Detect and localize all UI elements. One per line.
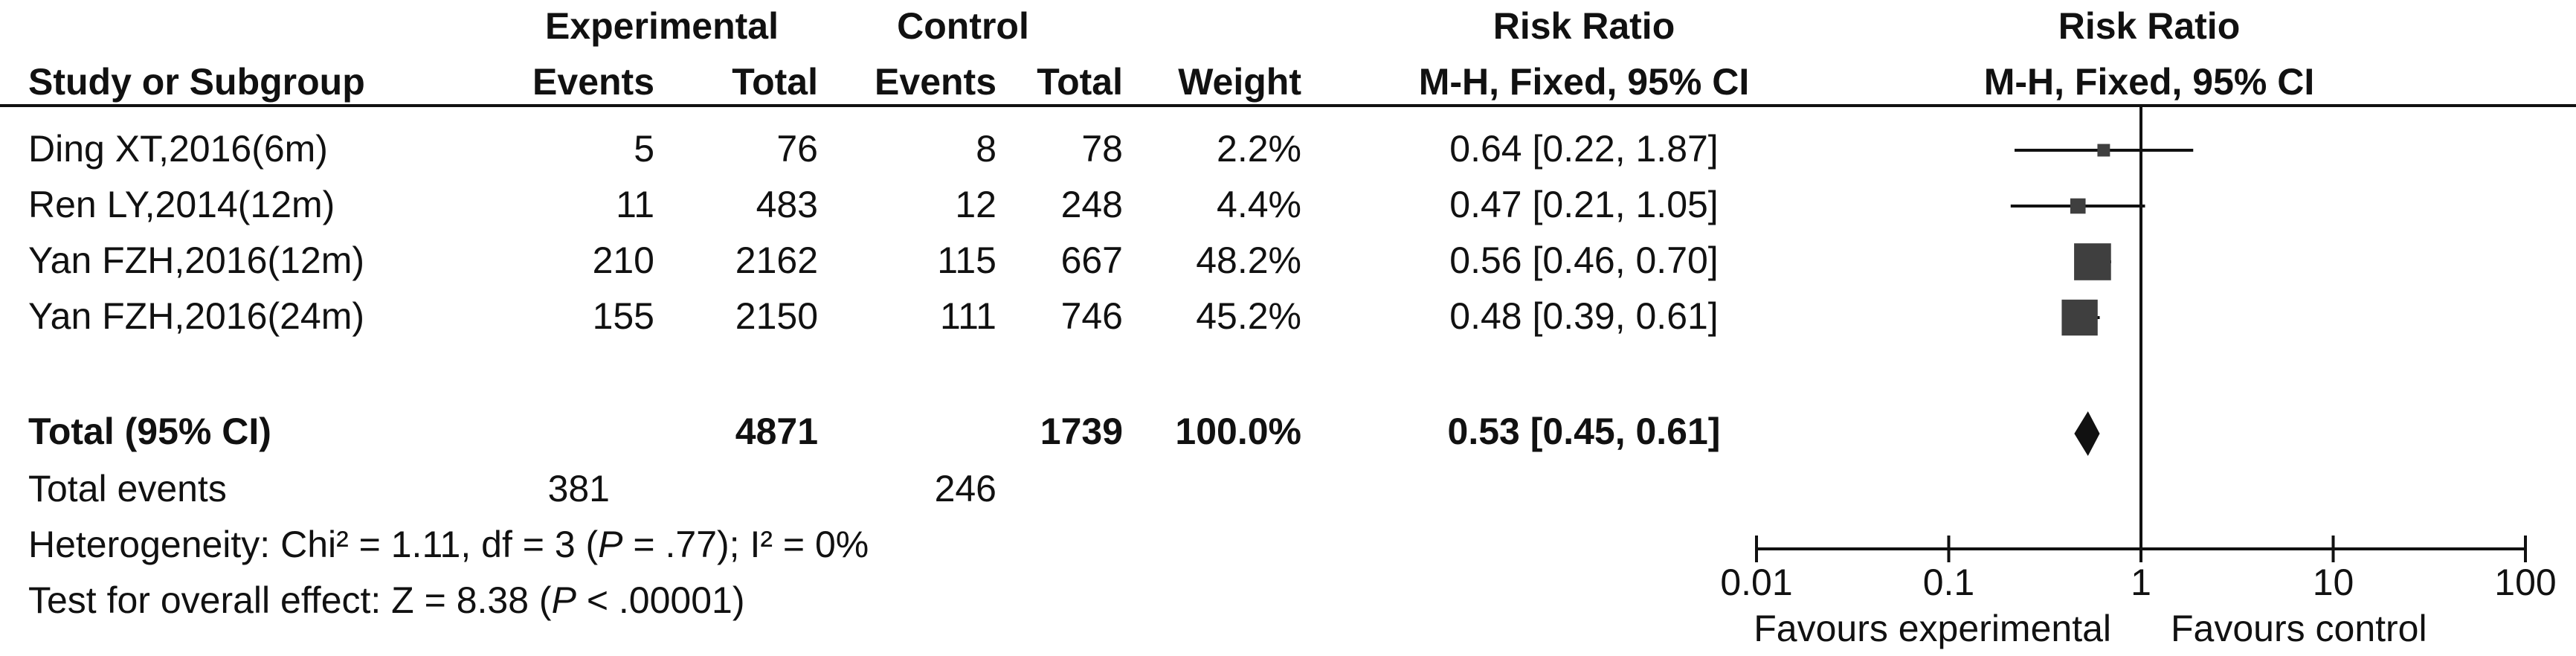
study-name: Ren LY,2014(12m)	[28, 184, 335, 225]
plot-header-method: M-H, Fixed, 95% CI	[1983, 61, 2315, 103]
header-total-control: Total	[1037, 61, 1123, 103]
overall-effect-text: Test for overall effect: Z = 8.38 (P < .…	[28, 579, 745, 621]
total-experimental: 76	[776, 128, 818, 170]
total-control: 667	[1060, 239, 1123, 281]
point-estimate	[2074, 243, 2111, 280]
total-events-control: 246	[934, 468, 996, 509]
weight: 4.4%	[1217, 184, 1301, 225]
total-control-sum: 1739	[1040, 411, 1123, 452]
header-method: M-H, Fixed, 95% CI	[1418, 61, 1750, 103]
favours-control-label: Favours control	[2171, 608, 2427, 649]
header-weight: Weight	[1178, 61, 1301, 103]
point-estimate	[2070, 198, 2086, 214]
point-estimate	[2097, 144, 2110, 157]
events-control: 8	[976, 128, 996, 170]
total-events-experimental: 381	[547, 468, 610, 509]
study-name: Ding XT,2016(6m)	[28, 128, 328, 170]
header-events-experimental: Events	[532, 61, 654, 103]
total-control: 746	[1060, 295, 1123, 337]
total-risk-ratio-ci: 0.53 [0.45, 0.61]	[1447, 411, 1721, 452]
weight: 2.2%	[1217, 128, 1301, 170]
x-tick-label: 100	[2494, 562, 2556, 603]
weight: 48.2%	[1196, 239, 1301, 281]
risk-ratio-ci: 0.56 [0.46, 0.70]	[1449, 239, 1719, 281]
risk-ratio-ci: 0.64 [0.22, 1.87]	[1449, 128, 1719, 170]
header-total-experimental: Total	[732, 61, 818, 103]
events-experimental: 210	[592, 239, 654, 281]
events-experimental: 155	[592, 295, 654, 337]
header-rule	[0, 104, 2576, 107]
plot-header-risk-ratio: Risk Ratio	[2058, 5, 2241, 47]
events-control: 111	[939, 295, 996, 337]
total-control: 248	[1060, 184, 1123, 225]
favours-experimental-label: Favours experimental	[1754, 608, 2111, 649]
events-experimental: 5	[634, 128, 654, 170]
total-experimental: 2162	[735, 239, 818, 281]
point-estimate	[2061, 299, 2098, 336]
events-control: 115	[937, 239, 996, 281]
study-name: Yan FZH,2016(12m)	[28, 239, 365, 281]
total-weight: 100.0%	[1175, 411, 1301, 452]
header-risk-ratio: Risk Ratio	[1493, 5, 1675, 47]
x-tick-label: 0.1	[1923, 562, 1975, 603]
total-control: 78	[1081, 128, 1123, 170]
header-experimental: Experimental	[544, 5, 779, 47]
x-tick-label: 1	[2131, 562, 2151, 603]
study-name: Yan FZH,2016(24m)	[28, 295, 365, 337]
x-tick-label: 10	[2313, 562, 2354, 603]
pooled-diamond	[2074, 411, 2100, 456]
x-tick-label: 0.01	[1720, 562, 1792, 603]
total-experimental: 2150	[735, 295, 818, 337]
total-events-label: Total events	[28, 468, 227, 509]
total-experimental-sum: 4871	[735, 411, 818, 452]
total-label: Total (95% CI)	[28, 411, 271, 452]
header-events-control: Events	[875, 61, 996, 103]
header-study: Study or Subgroup	[28, 61, 365, 103]
events-control: 12	[955, 184, 996, 225]
header-control: Control	[897, 5, 1029, 47]
events-experimental: 11	[616, 184, 654, 225]
risk-ratio-ci: 0.48 [0.39, 0.61]	[1449, 295, 1719, 337]
risk-ratio-ci: 0.47 [0.21, 1.05]	[1449, 184, 1719, 225]
heterogeneity-text: Heterogeneity: Chi² = 1.11, df = 3 (P = …	[28, 524, 869, 565]
total-experimental: 483	[756, 184, 818, 225]
weight: 45.2%	[1196, 295, 1301, 337]
